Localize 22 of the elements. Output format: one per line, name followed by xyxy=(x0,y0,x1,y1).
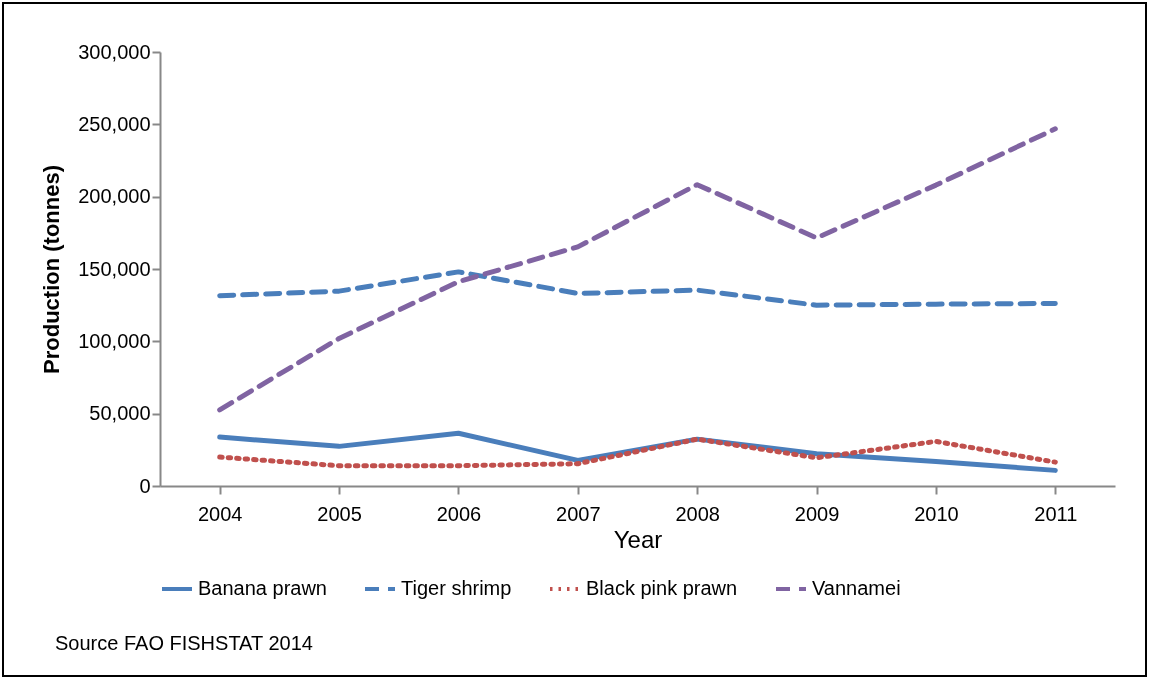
y-tick-label: 100,000 xyxy=(78,329,151,352)
x-tick-label: 2006 xyxy=(436,502,482,525)
y-tick-label: 300,000 xyxy=(78,40,151,63)
legend-label: Black pink prawn xyxy=(586,577,738,599)
y-tick-label: 200,000 xyxy=(78,185,151,208)
x-tick-label: 2004 xyxy=(197,502,243,525)
y-tick-label: 50,000 xyxy=(89,402,151,425)
x-tick-label: 2010 xyxy=(914,502,959,525)
x-axis-title: Year xyxy=(613,525,663,553)
x-tick-label: 2007 xyxy=(556,502,601,525)
x-tick-label: 2005 xyxy=(317,502,362,525)
legend-label: Tiger shrimp xyxy=(401,577,512,599)
x-tick-label: 2009 xyxy=(794,502,840,525)
y-tick-label: 250,000 xyxy=(78,112,151,135)
y-tick-label: 150,000 xyxy=(78,257,151,280)
x-tick-label: 2008 xyxy=(675,502,720,525)
legend-label: Vannamei xyxy=(812,577,901,599)
source-note: Source FAO FISHSTAT 2014 xyxy=(55,632,313,655)
x-tick-label: 2011 xyxy=(1034,502,1078,525)
legend-label: Banana prawn xyxy=(198,577,327,599)
y-tick-label: 0 xyxy=(139,474,151,497)
y-axis-title: Production (tonnes) xyxy=(39,165,65,374)
